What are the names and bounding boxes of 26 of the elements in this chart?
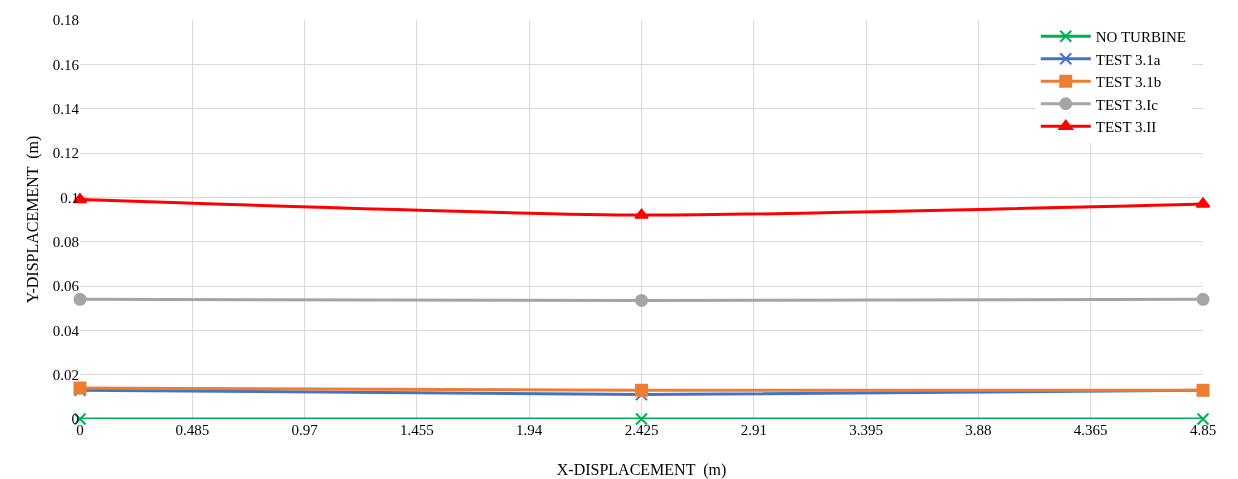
y-tick-label: 0.14	[52, 100, 80, 117]
x-tick-label: 0.485	[175, 422, 210, 438]
x-tick-label: 3.88	[965, 422, 992, 438]
y-tick-label: 0.18	[52, 12, 79, 29]
x-tick-label: 4.365	[1073, 422, 1108, 438]
y-tick-label: 0.02	[52, 366, 79, 383]
y-tick-label: 0.08	[52, 233, 79, 250]
legend-label: TEST 3.1a	[1095, 51, 1161, 68]
x-tick-label: 4.85	[1189, 422, 1217, 438]
y-axis-title: Y-DISPLACEMENT (m)	[24, 135, 42, 304]
legend-label: TEST 3.1b	[1095, 74, 1162, 91]
y-tick-label: 0.06	[52, 278, 80, 295]
y-tick-label: 0.04	[52, 322, 80, 339]
y-tick-label: 0.1	[60, 189, 79, 206]
legend-label: TEST 3.Ic	[1095, 96, 1159, 113]
y-tick-label: 0.16	[52, 56, 80, 73]
x-tick-label: 0.97	[291, 422, 319, 438]
x-tick-label: 1.455	[400, 422, 434, 438]
x-tick-label: 2.425	[624, 422, 659, 438]
x-tick-label: 3.395	[849, 422, 883, 438]
y-tick-label: 0.12	[52, 145, 79, 162]
legend-label: NO TURBINE	[1095, 29, 1186, 46]
x-axis-title: X-DISPLACEMENT (m)	[556, 461, 727, 479]
x-tick-label: 2.91	[740, 422, 767, 438]
x-tick-label: 1.94	[516, 422, 543, 438]
legend-label: TEST 3.II	[1095, 119, 1157, 136]
